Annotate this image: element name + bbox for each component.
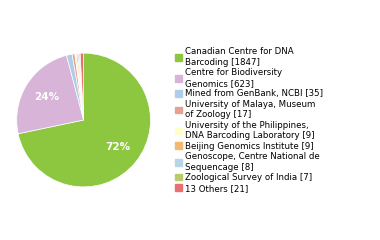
Wedge shape — [76, 53, 84, 120]
Wedge shape — [79, 53, 84, 120]
Wedge shape — [78, 53, 84, 120]
Wedge shape — [72, 54, 84, 120]
Wedge shape — [17, 55, 84, 134]
Wedge shape — [75, 54, 84, 120]
Text: 24%: 24% — [34, 92, 59, 102]
Legend: Canadian Centre for DNA
Barcoding [1847], Centre for Biodiversity
Genomics [623]: Canadian Centre for DNA Barcoding [1847]… — [175, 47, 323, 193]
Wedge shape — [80, 53, 84, 120]
Text: 72%: 72% — [105, 142, 130, 152]
Wedge shape — [66, 54, 84, 120]
Wedge shape — [18, 53, 150, 187]
